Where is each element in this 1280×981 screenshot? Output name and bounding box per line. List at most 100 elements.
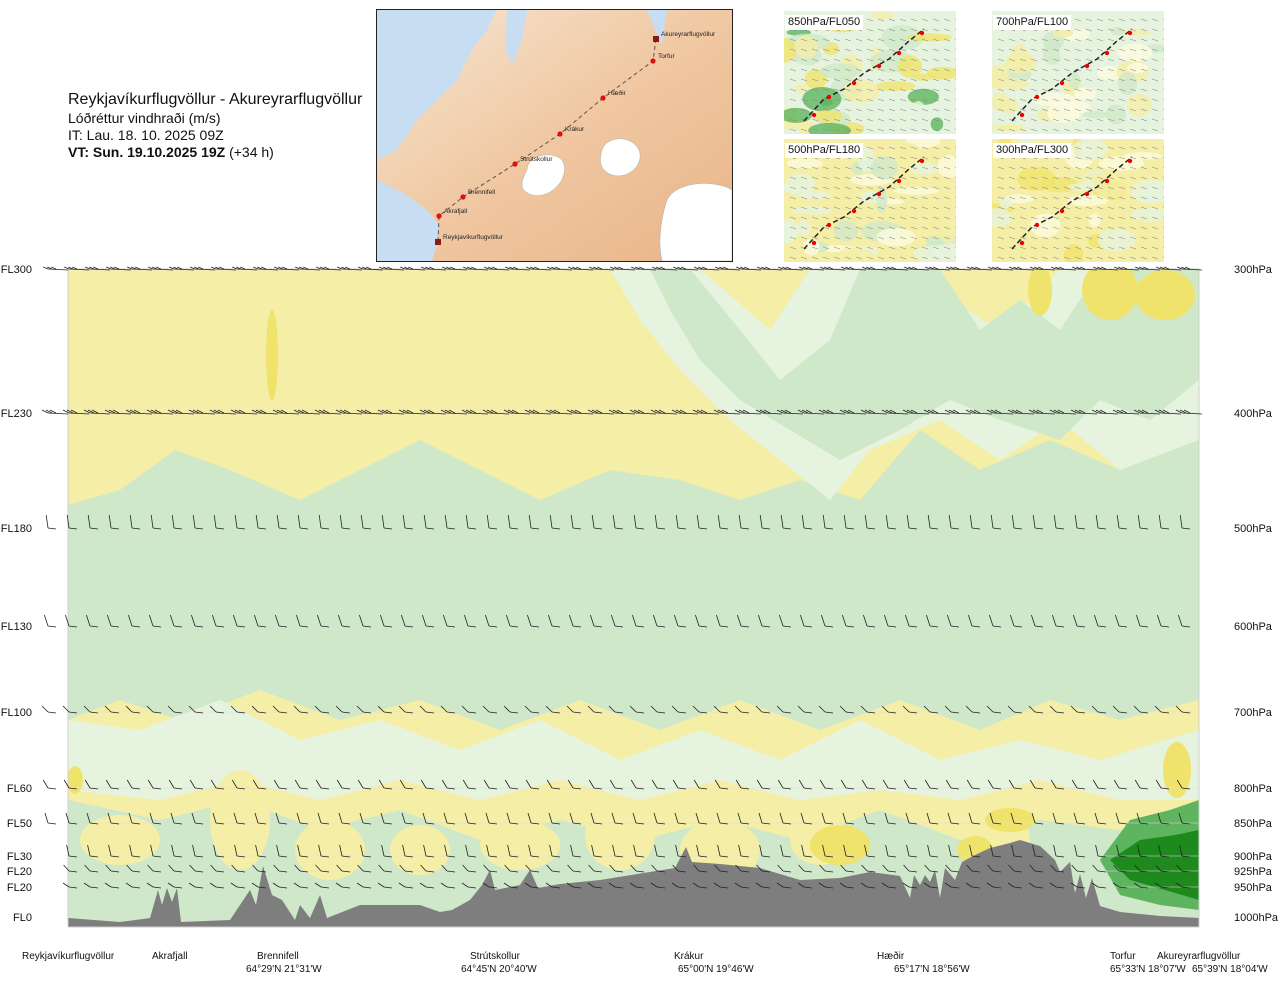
wind-barb-shaft — [761, 886, 771, 889]
minimap-wind-barb — [789, 68, 797, 72]
wind-barb-shaft — [572, 625, 582, 628]
wind-barb-shaft — [257, 787, 267, 790]
wind-barb-shaft — [152, 625, 162, 628]
minimap-wind-barb — [888, 98, 896, 102]
minimap-wind-barb — [932, 28, 940, 32]
wind-barb-shaft — [593, 625, 603, 628]
minimap-wind-barb — [833, 256, 841, 260]
wind-barb-feather — [150, 514, 154, 529]
minimap-wind-barb — [800, 98, 808, 102]
wind-barb-feather — [356, 409, 364, 414]
minimap-wind-barb — [1008, 98, 1016, 102]
minimap-wind-barb — [789, 118, 797, 122]
wind-barb-feather — [757, 266, 763, 270]
minimap-wind-barb — [1129, 216, 1137, 220]
minimap-wind-barb — [997, 176, 1005, 180]
wind-barb-shaft — [173, 822, 183, 825]
wind-barb-feather — [738, 844, 742, 857]
minimap-wind-barb — [1074, 176, 1082, 180]
wind-barb-shaft — [530, 855, 540, 858]
minimap-wind-barb — [1096, 236, 1104, 240]
wind-barb-shaft — [1013, 886, 1023, 889]
wind-barb-feather — [83, 409, 91, 414]
wind-barb-feather — [944, 409, 952, 414]
wind-barb-feather — [317, 812, 322, 824]
wind-barb-shaft — [1055, 711, 1065, 714]
wind-barb-feather — [881, 705, 889, 713]
minimap-wind-barb — [866, 166, 874, 170]
wind-barb-feather — [863, 614, 868, 627]
minimap-wind-barb — [811, 48, 819, 52]
wind-barb-shaft — [719, 268, 741, 271]
minimap-wind-barb — [866, 118, 874, 122]
wind-barb-feather — [969, 514, 973, 529]
wind-barb-feather — [230, 882, 238, 888]
wind-barb-feather — [734, 705, 742, 713]
minimap-wind-barb — [866, 28, 874, 32]
wind-barb-shaft — [1160, 527, 1170, 530]
wind-barb-feather — [461, 705, 469, 713]
wind-barb-shaft — [1118, 822, 1128, 825]
wind-barb-feather — [66, 514, 70, 529]
wind-barb-feather — [1154, 882, 1162, 888]
wind-barb-shaft — [929, 870, 939, 873]
wind-barb-shaft — [1160, 855, 1170, 858]
wind-barb-shaft — [992, 527, 1002, 530]
wind-barb-feather — [62, 705, 70, 713]
wind-barb-shaft — [929, 855, 939, 858]
wind-barb-shaft — [992, 268, 1014, 271]
minimap-wind-barb — [1019, 256, 1027, 260]
flight-level-tick-label: FL20 — [7, 866, 32, 878]
wind-barb-feather — [923, 409, 931, 414]
wind-barb-shaft — [971, 625, 981, 628]
minimap-wind-barb — [789, 78, 797, 82]
minimap-500: 500hPa/FL180 — [784, 139, 956, 262]
minimap-wind-barb — [1074, 236, 1082, 240]
wind-barb-feather — [635, 266, 641, 270]
wind-barb-feather — [1094, 812, 1099, 824]
wind-barb-feather — [169, 266, 175, 270]
minimap-wind-barb — [1085, 206, 1093, 210]
wind-barb-shaft — [299, 412, 321, 415]
wind-barb-feather — [758, 614, 763, 627]
wind-barb-shaft — [635, 268, 657, 271]
minimap-wind-barb — [855, 118, 863, 122]
wind-barb-feather — [192, 514, 196, 529]
minimap-wind-barb — [943, 88, 951, 92]
minimap-wind-barb — [1129, 236, 1137, 240]
minimap-wind-barb — [1140, 226, 1148, 230]
wind-barb-feather — [534, 266, 540, 270]
glacier-vatnajokull — [659, 183, 732, 261]
wind-barb-feather — [969, 409, 977, 414]
wind-barb-feather — [339, 514, 343, 529]
map-point-marker — [512, 161, 518, 167]
wind-barb-feather — [377, 705, 385, 713]
wind-barb-shaft — [257, 527, 267, 530]
wind-barb-feather — [1164, 266, 1170, 270]
minimap-wind-barb — [943, 206, 951, 210]
wind-barb-shaft — [299, 787, 309, 790]
wind-barb-shaft — [1181, 527, 1191, 530]
wind-barb-feather — [128, 812, 133, 824]
minimap-wind-barb — [877, 28, 885, 32]
wind-barb-feather — [1078, 409, 1086, 414]
wind-barb-shaft — [551, 711, 561, 714]
minimap-wind-barb — [1107, 88, 1115, 92]
wind-barb-shaft — [278, 527, 288, 530]
minimap-wind-barb — [1085, 146, 1093, 150]
wind-barb-feather — [1028, 882, 1036, 888]
minimap-wind-barb — [932, 186, 940, 190]
wind-barb-feather — [320, 266, 326, 270]
wind-barb-shaft — [1097, 625, 1107, 628]
wind-barb-feather — [549, 844, 553, 857]
valid-time-bold: VT: Sun. 19.10.2025 19Z — [68, 144, 226, 160]
minimap-wind-barb — [1019, 206, 1027, 210]
station-coord-akureyri: 65°39'N 18°04'W — [1192, 964, 1268, 975]
wind-barb-shaft — [656, 625, 666, 628]
minimap-wind-barb — [1030, 58, 1038, 62]
wind-barb-feather — [1074, 409, 1082, 414]
wind-barb-feather — [1158, 514, 1162, 529]
wind-barb-feather — [188, 409, 196, 414]
minimap-wind-barb — [1041, 68, 1049, 72]
minimap-wind-barb — [899, 58, 907, 62]
